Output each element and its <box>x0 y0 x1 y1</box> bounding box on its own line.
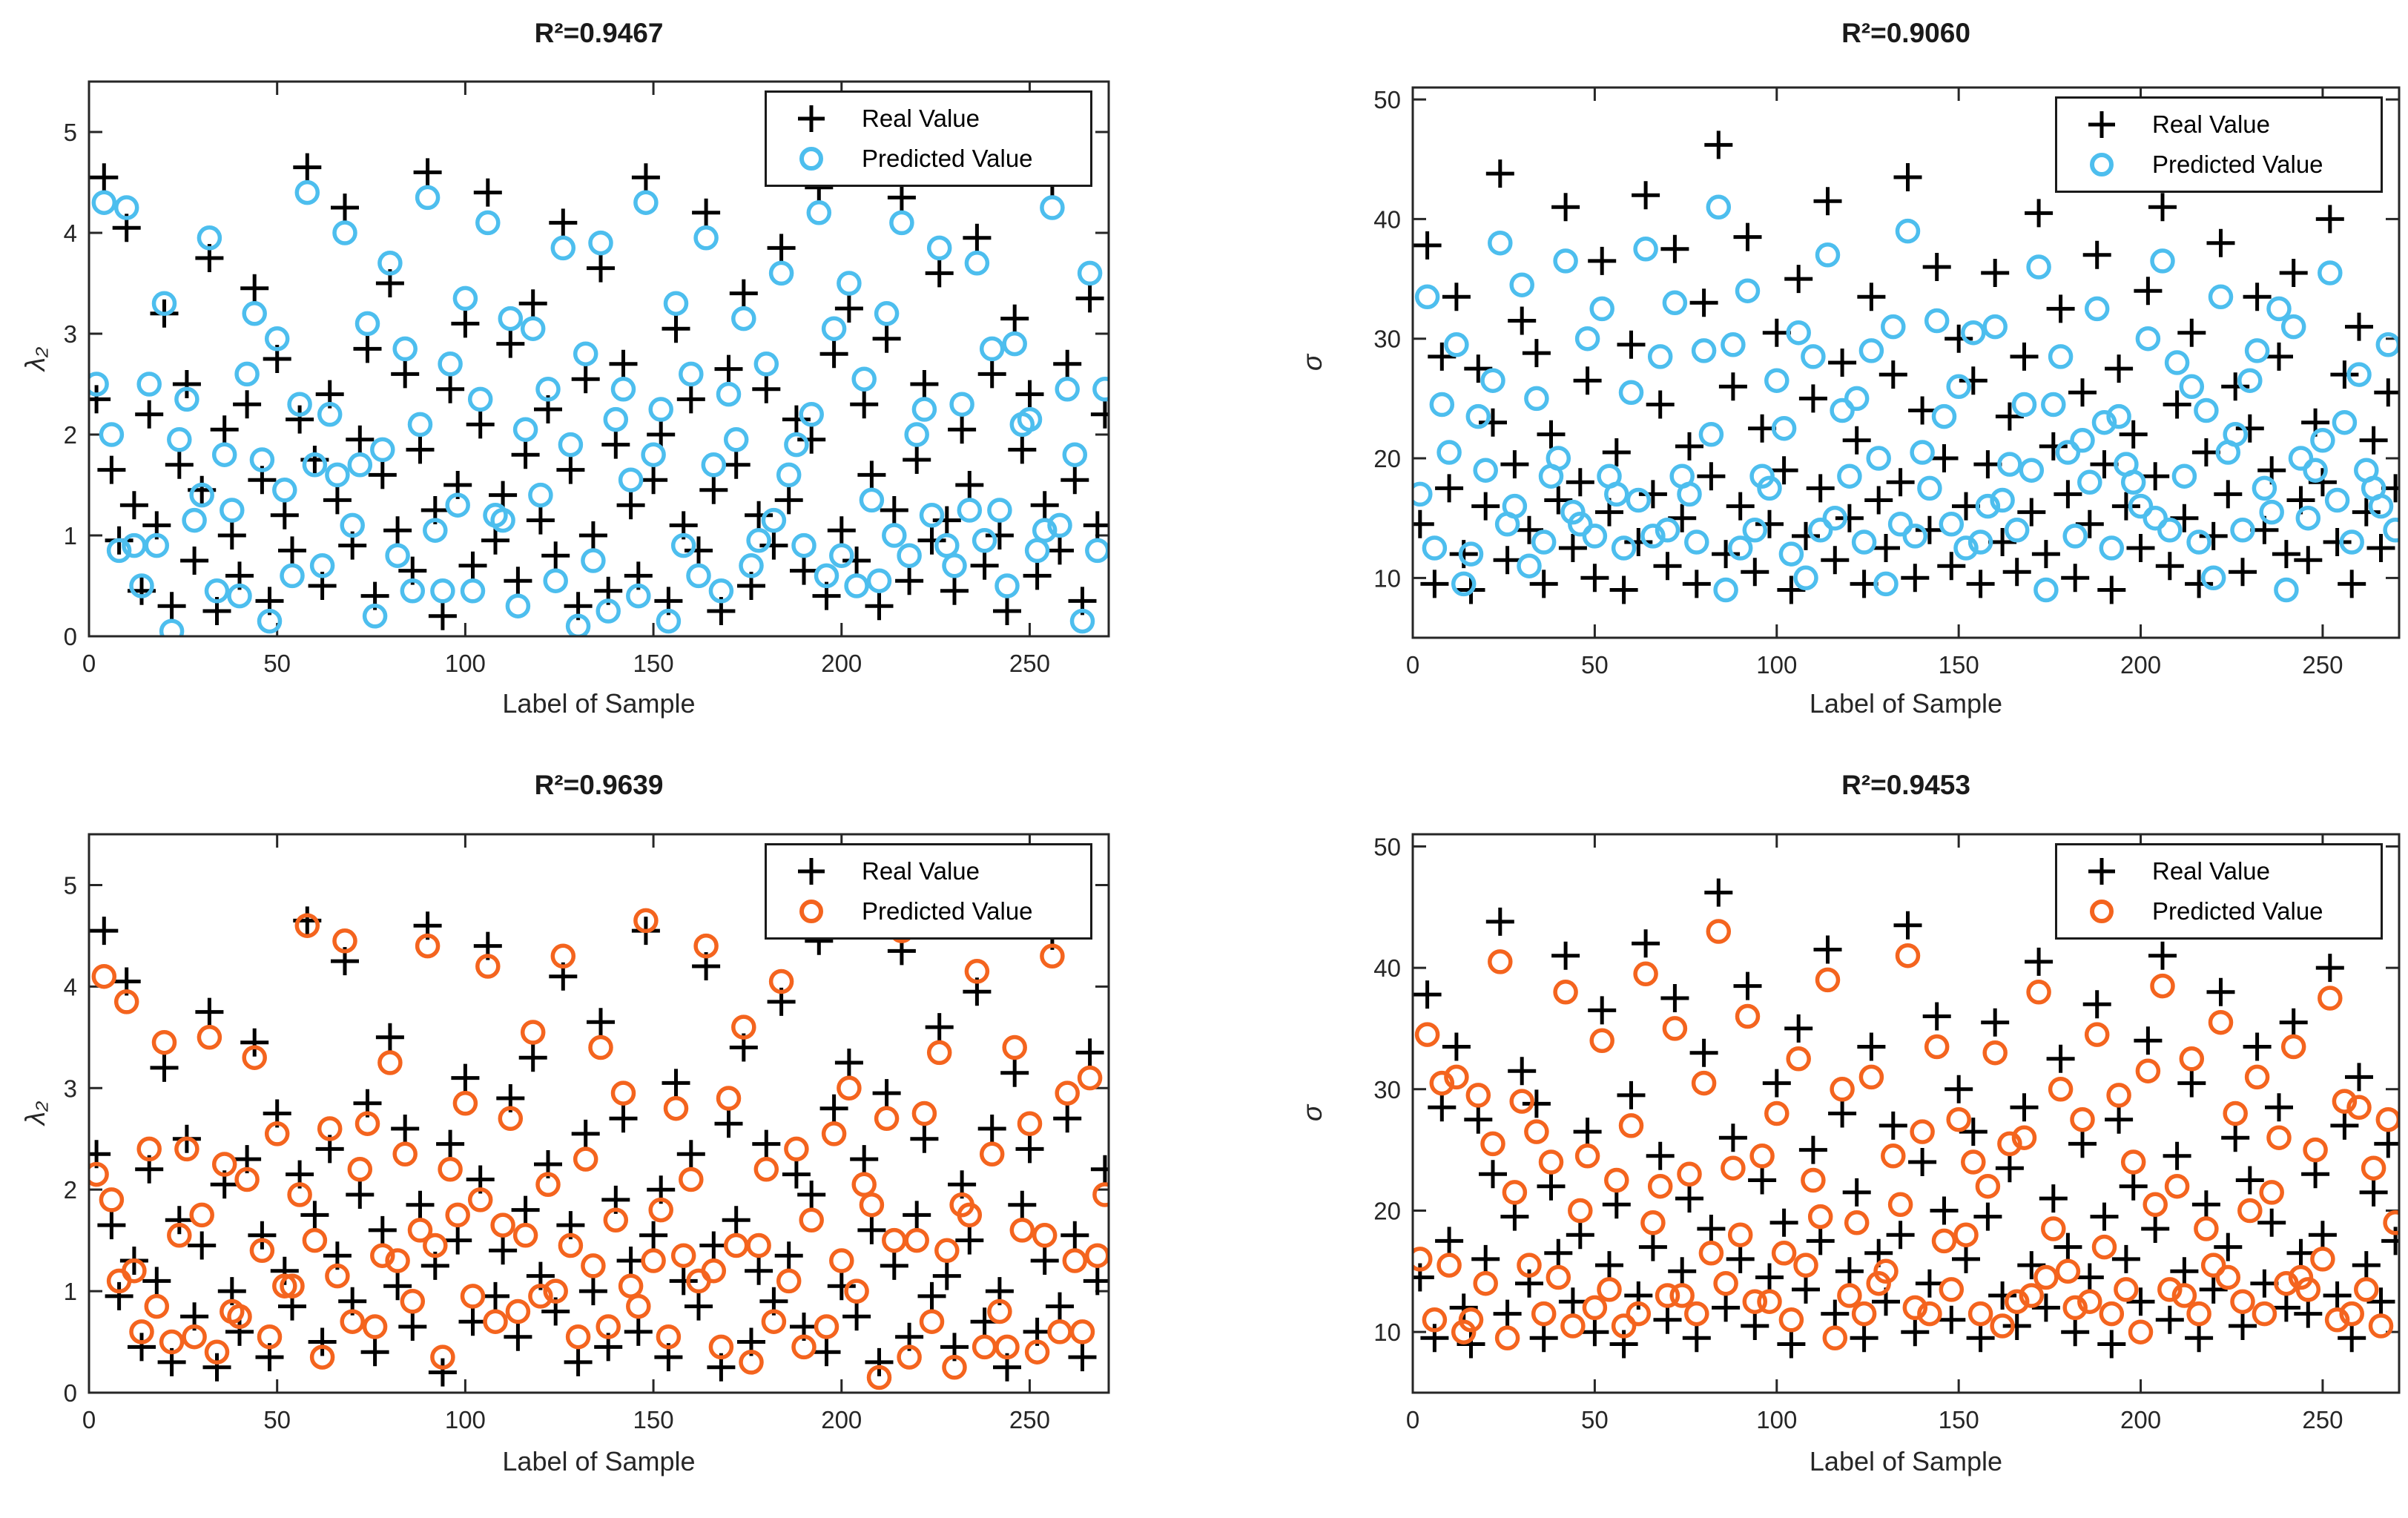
svg-text:2: 2 <box>64 1176 77 1204</box>
legend-label: Predicted Value <box>862 897 1033 925</box>
axes-lambda2-blue: 0 50 100 150 200 250 0 1 2 3 4 5 <box>64 80 1110 677</box>
plot-title: R²=0.9060 <box>1841 18 1970 48</box>
svg-text:0: 0 <box>1406 1406 1419 1433</box>
svg-text:50: 50 <box>1373 86 1401 113</box>
svg-text:100: 100 <box>445 1406 486 1433</box>
plus-marker-icon <box>782 102 841 135</box>
legend-item-real: Real Value <box>2072 851 2370 891</box>
svg-text:5: 5 <box>64 119 77 146</box>
svg-text:30: 30 <box>1373 1076 1401 1103</box>
legend-item-predicted: Predicted Value <box>2072 891 2370 931</box>
circle-marker-icon <box>2072 895 2131 928</box>
svg-text:50: 50 <box>263 1406 291 1433</box>
svg-text:150: 150 <box>633 650 674 677</box>
svg-text:200: 200 <box>821 1406 862 1433</box>
svg-text:0: 0 <box>64 623 77 650</box>
svg-text:200: 200 <box>2120 651 2161 679</box>
legend: Real Value Predicted Value <box>2055 96 2383 193</box>
plot-title: R²=0.9453 <box>1841 770 1970 800</box>
x-axis-label: Label of Sample <box>1809 1446 2003 1476</box>
svg-text:20: 20 <box>1373 445 1401 472</box>
svg-text:200: 200 <box>2120 1406 2161 1433</box>
legend-label: Real Value <box>2152 857 2270 885</box>
svg-text:4: 4 <box>64 220 77 247</box>
plot-title: R²=0.9639 <box>534 770 664 800</box>
svg-text:0: 0 <box>82 650 96 677</box>
legend-item-real: Real Value <box>782 851 1080 891</box>
y-axis-label: λ₂ <box>20 1100 50 1126</box>
legend-label: Real Value <box>862 857 980 885</box>
svg-text:250: 250 <box>1009 1406 1050 1433</box>
circle-marker-icon <box>782 142 841 175</box>
svg-text:0: 0 <box>82 1406 96 1433</box>
svg-text:1: 1 <box>64 522 77 550</box>
svg-text:50: 50 <box>263 650 291 677</box>
svg-text:100: 100 <box>1756 1406 1797 1433</box>
circle-marker-icon <box>2072 148 2131 181</box>
legend-label: Real Value <box>2152 110 2270 138</box>
svg-text:50: 50 <box>1581 1406 1609 1433</box>
axes-sigma-orange: 0 50 100 150 200 250 10 20 30 40 50 <box>1373 833 2401 1433</box>
svg-text:0: 0 <box>1406 651 1419 679</box>
svg-text:1: 1 <box>64 1278 77 1305</box>
plus-marker-icon <box>2072 855 2131 888</box>
legend-item-real: Real Value <box>2072 105 2370 145</box>
svg-text:200: 200 <box>821 650 862 677</box>
plus-marker-icon <box>2072 108 2131 141</box>
legend-item-predicted: Predicted Value <box>2072 145 2370 185</box>
svg-text:100: 100 <box>445 650 486 677</box>
svg-text:40: 40 <box>1373 205 1401 233</box>
svg-text:10: 10 <box>1373 564 1401 592</box>
circle-marker-icon <box>782 895 841 928</box>
subplot-lambda2-blue: 0 50 100 150 200 250 0 1 2 3 4 5 R²=0.9467 λ₂ Label… <box>0 0 1204 756</box>
x-axis-label: Label of Sample <box>502 688 696 719</box>
legend-label: Real Value <box>862 105 980 132</box>
svg-text:100: 100 <box>1756 651 1797 679</box>
legend: Real Value Predicted Value <box>765 90 1092 187</box>
y-axis-label: σ <box>1297 354 1327 372</box>
subplot-sigma-blue: 0 50 100 150 200 250 10 20 30 40 50 R²=0.9060 σ La… <box>1204 0 2408 756</box>
legend-item-predicted: Predicted Value <box>782 139 1080 179</box>
plot-title: R²=0.9467 <box>534 18 664 48</box>
svg-text:250: 250 <box>2302 1406 2343 1433</box>
svg-text:3: 3 <box>64 320 77 348</box>
legend-label: Predicted Value <box>862 145 1033 172</box>
legend-label: Predicted Value <box>2152 151 2323 178</box>
svg-text:30: 30 <box>1373 326 1401 353</box>
svg-text:250: 250 <box>1009 650 1050 677</box>
svg-text:150: 150 <box>1939 1406 1979 1433</box>
legend-item-predicted: Predicted Value <box>782 891 1080 931</box>
svg-text:5: 5 <box>64 871 77 899</box>
svg-text:4: 4 <box>64 973 77 1000</box>
axes-sigma-blue: 0 50 100 150 200 250 10 20 30 40 50 <box>1373 86 2401 679</box>
plus-marker-icon <box>782 855 841 888</box>
x-axis-label: Label of Sample <box>502 1446 696 1476</box>
axes-lambda2-orange: 0 50 100 150 200 250 0 1 2 3 4 5 <box>64 833 1110 1433</box>
svg-text:10: 10 <box>1373 1319 1401 1346</box>
y-axis-label: σ <box>1297 1104 1327 1122</box>
legend-item-real: Real Value <box>782 99 1080 139</box>
subplot-lambda2-orange: 0 50 100 150 200 250 0 1 2 3 4 5 R²=0.9639 λ₂ Label… <box>0 759 1204 1518</box>
legend-label: Predicted Value <box>2152 897 2323 925</box>
svg-text:150: 150 <box>1939 651 1979 679</box>
legend: Real Value Predicted Value <box>2055 843 2383 940</box>
svg-text:150: 150 <box>633 1406 674 1433</box>
x-axis-label: Label of Sample <box>1809 688 2003 719</box>
svg-text:50: 50 <box>1373 833 1401 860</box>
svg-text:3: 3 <box>64 1075 77 1102</box>
svg-text:20: 20 <box>1373 1197 1401 1224</box>
y-axis-label: λ₂ <box>20 346 50 372</box>
svg-text:40: 40 <box>1373 954 1401 982</box>
legend: Real Value Predicted Value <box>765 843 1092 940</box>
svg-text:0: 0 <box>64 1379 77 1407</box>
svg-text:50: 50 <box>1581 651 1609 679</box>
svg-text:250: 250 <box>2302 651 2343 679</box>
subplot-sigma-orange: 0 50 100 150 200 250 10 20 30 40 50 R²=0.9453 σ La… <box>1204 759 2408 1518</box>
svg-text:2: 2 <box>64 421 77 449</box>
